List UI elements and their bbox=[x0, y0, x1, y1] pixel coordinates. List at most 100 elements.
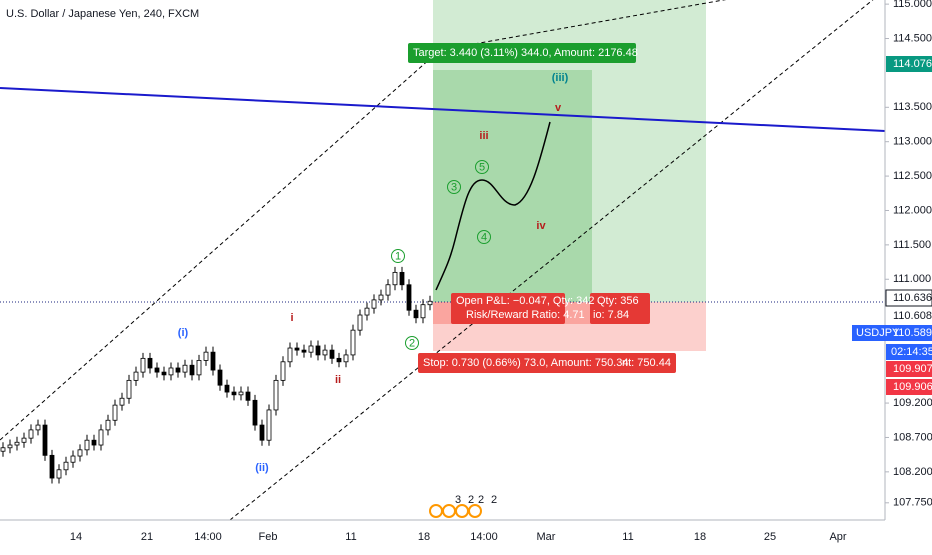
candle-body bbox=[84, 439, 90, 451]
x-tick-label: 11 bbox=[622, 531, 633, 543]
candle-body bbox=[294, 347, 300, 351]
price-tag bbox=[886, 56, 932, 72]
y-tick-label: 111.000 bbox=[893, 273, 931, 285]
y-tick-label: 107.750 bbox=[893, 497, 932, 509]
candle-body bbox=[42, 424, 48, 456]
x-tick-label: 11 bbox=[345, 531, 356, 543]
event-count: 3 bbox=[455, 494, 461, 506]
candle-body bbox=[196, 360, 202, 376]
candle-body bbox=[231, 391, 237, 396]
wave-label: (iii) bbox=[552, 72, 569, 84]
y-tick-label: 113.000 bbox=[893, 136, 932, 148]
symbol-tag bbox=[852, 325, 886, 341]
candle-body bbox=[28, 429, 34, 439]
wave-label: 1 bbox=[395, 250, 401, 262]
behind-box bbox=[590, 293, 650, 324]
candle-body bbox=[21, 437, 27, 443]
target-label: Target: 3.440 (3.11%) 344.0, Amount: 217… bbox=[413, 47, 638, 59]
candle-body bbox=[70, 455, 76, 463]
candle-body bbox=[56, 469, 62, 479]
x-tick-label: 18 bbox=[418, 531, 430, 543]
candle-body bbox=[364, 307, 370, 316]
candle-body bbox=[168, 367, 174, 376]
price-tag-label: 109.906 bbox=[893, 381, 932, 393]
candle-body bbox=[315, 345, 321, 356]
x-tick-label: 14:00 bbox=[194, 531, 222, 543]
event-count: 2 bbox=[478, 494, 484, 506]
candle-body bbox=[427, 300, 433, 306]
candle-body bbox=[399, 271, 405, 286]
wave-label: 5 bbox=[479, 161, 485, 173]
candle-body bbox=[210, 351, 216, 371]
candle-body bbox=[378, 294, 384, 301]
y-tick-label: 112.000 bbox=[893, 204, 932, 216]
candle-body bbox=[203, 351, 209, 361]
wave-circle bbox=[477, 230, 491, 244]
price-tag-label: 109.907 bbox=[893, 363, 932, 375]
price-tag-label: 110.636 bbox=[893, 292, 932, 304]
candle-body bbox=[420, 304, 426, 319]
candle-body bbox=[154, 367, 160, 373]
candle-body bbox=[161, 371, 167, 376]
rr-label: Risk/Reward Ratio: 4.71 bbox=[466, 309, 585, 321]
candle-body bbox=[350, 329, 356, 356]
candle-body bbox=[280, 361, 286, 381]
target-zone-active bbox=[433, 70, 592, 302]
y-tick-label: 114.500 bbox=[893, 32, 932, 44]
candle-body bbox=[385, 284, 391, 296]
candle-body bbox=[336, 357, 342, 363]
chart-title: U.S. Dollar / Japanese Yen, 240, FXCM bbox=[6, 8, 199, 20]
candle-body bbox=[112, 404, 118, 421]
candle-body bbox=[7, 444, 13, 449]
candle-body bbox=[126, 379, 132, 399]
candle-body bbox=[77, 449, 83, 457]
candle-body bbox=[98, 429, 104, 446]
x-tick-label: Apr bbox=[829, 531, 846, 543]
projection-path bbox=[435, 121, 551, 291]
price-tag-label: 114.076 bbox=[893, 58, 932, 70]
candle-body bbox=[413, 309, 419, 319]
qty-behind: Qty: 356 bbox=[597, 295, 639, 307]
candle-body bbox=[91, 439, 97, 446]
candle-body bbox=[371, 299, 377, 309]
price-tag bbox=[886, 308, 932, 324]
wave-circle bbox=[475, 160, 489, 174]
candle-body bbox=[406, 284, 412, 311]
event-count: 2 bbox=[491, 494, 497, 506]
candle-body bbox=[217, 369, 223, 386]
event-icon bbox=[429, 504, 443, 518]
candle-body bbox=[0, 447, 6, 452]
candle-body bbox=[273, 379, 279, 411]
pnl-box bbox=[451, 293, 565, 324]
stop-label-behind: nt: 750.44 bbox=[622, 357, 671, 369]
y-tick-label: 115.000 bbox=[893, 0, 932, 10]
candle-body bbox=[259, 424, 265, 441]
x-tick-label: 25 bbox=[764, 531, 776, 543]
wave-label: 3 bbox=[451, 181, 457, 193]
y-tick-label: 113.500 bbox=[893, 101, 932, 113]
candle-body bbox=[301, 349, 307, 353]
candle-body bbox=[175, 367, 181, 373]
candle-body bbox=[182, 364, 188, 373]
channel-lower bbox=[229, 0, 874, 521]
countdown-label: 02:14:35 bbox=[891, 346, 932, 358]
candle-body bbox=[252, 399, 258, 426]
trend-line bbox=[0, 87, 886, 132]
pnl-label: Open P&L: −0.047, Qty: 342 bbox=[456, 295, 595, 307]
price-tag bbox=[885, 289, 932, 307]
wave-label: ii bbox=[335, 374, 341, 386]
price-tag bbox=[886, 379, 932, 395]
countdown-tag bbox=[886, 344, 932, 360]
candle-body bbox=[189, 364, 195, 376]
wave-label: (ii) bbox=[255, 462, 269, 474]
y-tick-label: 112.500 bbox=[893, 170, 932, 182]
wave-circle bbox=[447, 180, 461, 194]
price-tag-label: 110.589 bbox=[893, 327, 932, 339]
price-tag bbox=[886, 325, 932, 341]
symbol-label: USDJPY bbox=[856, 327, 900, 339]
candle-body bbox=[105, 419, 111, 431]
x-tick-label: 21 bbox=[141, 531, 153, 543]
y-tick-label: 108.200 bbox=[893, 466, 932, 478]
event-icon bbox=[468, 504, 482, 518]
candle-body bbox=[133, 371, 139, 381]
